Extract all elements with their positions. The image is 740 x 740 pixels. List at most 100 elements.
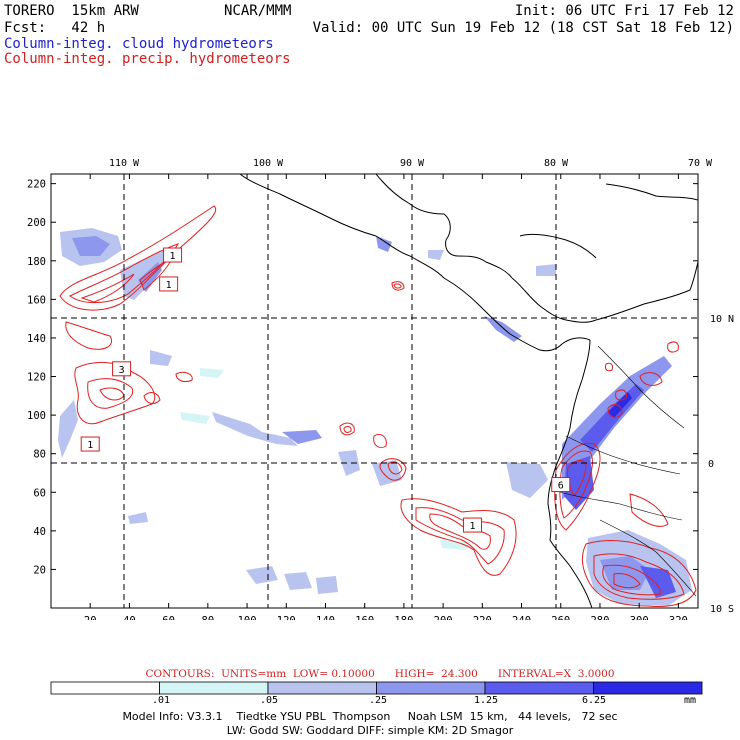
lon-labels: 110 W 100 W 90 W 80 W 70 W bbox=[109, 158, 713, 169]
contour-line bbox=[415, 507, 505, 565]
x-tick-label: 40 bbox=[123, 615, 136, 620]
x-tick-label: 320 bbox=[669, 615, 688, 620]
cloud-patch bbox=[246, 566, 278, 584]
cloud-patch bbox=[180, 412, 210, 424]
org-label: NCAR/MMM bbox=[224, 3, 292, 19]
cloud-patch bbox=[506, 462, 548, 498]
threshold-label: 6.25 bbox=[582, 695, 607, 706]
contour-line bbox=[99, 387, 125, 401]
border-line bbox=[559, 491, 683, 521]
init-time: Init: 06 UTC Fri 17 Feb 12 bbox=[514, 3, 734, 19]
y-tick-label: 160 bbox=[27, 294, 46, 306]
y-tick-label: 120 bbox=[27, 372, 46, 384]
contour-line bbox=[343, 426, 352, 433]
lon-label: 90 W bbox=[400, 158, 425, 169]
contour-line bbox=[629, 493, 669, 527]
lat-labels: 10 N 0 10 S bbox=[708, 314, 734, 615]
contour-label: 6 bbox=[558, 481, 564, 492]
contour-line bbox=[373, 433, 387, 449]
lat-label: 10 S bbox=[710, 604, 734, 615]
contour-line bbox=[615, 389, 627, 401]
color-bar bbox=[50, 681, 703, 695]
y-tick-label: 200 bbox=[27, 217, 46, 229]
coastline-central-america-caribbean bbox=[511, 277, 597, 323]
cloud-patch bbox=[58, 400, 78, 458]
contour-line bbox=[80, 273, 135, 303]
valid-time: Valid: 00 UTC Sun 19 Feb 12 (18 CST Sat … bbox=[312, 20, 734, 36]
contour-label: 1 bbox=[470, 521, 476, 532]
cloud-patch bbox=[440, 540, 470, 550]
lat-label: 10 N bbox=[710, 314, 734, 325]
model-title: TORERO 15km ARW bbox=[4, 3, 139, 19]
contour-line bbox=[667, 341, 679, 353]
contour-line bbox=[393, 283, 402, 289]
contour-line bbox=[59, 205, 217, 311]
contour-caption: CONTOURS: UNITS=mm LOW= 0.10000 HIGH= 24… bbox=[145, 668, 615, 680]
x-tick-label: 20 bbox=[84, 615, 97, 620]
lat-label: 0 bbox=[708, 459, 714, 470]
model-info-line1: Model Info: V3.3.1 Tiedtke YSU PBL Thomp… bbox=[122, 710, 618, 723]
coastline-mexico bbox=[239, 174, 445, 279]
coastline-south-america bbox=[595, 261, 698, 321]
coastline-colombia-pacific bbox=[547, 339, 593, 608]
border-line bbox=[597, 345, 685, 429]
coastline-central-america-pacific bbox=[443, 277, 591, 352]
contour-label-box bbox=[463, 517, 483, 533]
weather-map: 2040608010012014016018020022024026028030… bbox=[27, 158, 734, 620]
contour-label-box bbox=[159, 276, 179, 292]
contour-line bbox=[391, 281, 405, 291]
contour-line bbox=[559, 450, 593, 519]
border-line bbox=[599, 519, 697, 597]
x-tick-label: 300 bbox=[630, 615, 649, 620]
contour-line bbox=[175, 371, 193, 383]
x-tick-label: 160 bbox=[355, 615, 374, 620]
cloud-patch bbox=[428, 250, 444, 260]
coastline-cuba bbox=[519, 233, 597, 259]
cloud-patch bbox=[284, 572, 312, 590]
y-tick-label: 180 bbox=[27, 256, 46, 268]
x-tick-label: 180 bbox=[394, 615, 413, 620]
x-tick-label: 240 bbox=[512, 615, 531, 620]
contour-label-box bbox=[551, 477, 571, 493]
contour-line bbox=[602, 564, 661, 596]
x-tick-label: 140 bbox=[316, 615, 335, 620]
contour-label-box bbox=[80, 436, 100, 452]
contour-line bbox=[87, 378, 134, 409]
unit-label: mm bbox=[684, 695, 697, 706]
contour-line bbox=[65, 321, 112, 350]
color-bar-segment bbox=[593, 681, 703, 695]
borders bbox=[559, 345, 697, 597]
x-tick-label: 100 bbox=[238, 615, 257, 620]
map-frame bbox=[50, 173, 699, 609]
color-bar-segment bbox=[484, 681, 594, 695]
cloud-patch bbox=[128, 512, 148, 524]
lon-label: 70 W bbox=[688, 158, 713, 169]
contour-line bbox=[429, 513, 491, 550]
contour-label-box bbox=[163, 247, 183, 263]
lon-label: 80 W bbox=[544, 158, 569, 169]
y-tick-label: 20 bbox=[33, 564, 46, 576]
contour-line bbox=[387, 461, 403, 475]
coastlines bbox=[239, 174, 698, 608]
cloud-patch bbox=[72, 236, 110, 256]
cloud-patch bbox=[640, 566, 676, 598]
cloud-patch bbox=[150, 350, 172, 366]
y-tick-label: 60 bbox=[33, 487, 46, 499]
contour-line bbox=[339, 422, 355, 436]
coastline-caribbean-islands bbox=[605, 183, 698, 201]
x-tick-label: 260 bbox=[551, 615, 570, 620]
cloud-shading bbox=[58, 228, 692, 606]
threshold-label: .25 bbox=[369, 695, 388, 706]
contour-line bbox=[400, 498, 517, 576]
x-tick-label: 120 bbox=[277, 615, 296, 620]
contour-label-box bbox=[112, 361, 132, 377]
cloud-patch bbox=[338, 450, 360, 476]
contour-label: 1 bbox=[87, 440, 93, 451]
cloud-patch bbox=[564, 456, 594, 510]
contour-line bbox=[582, 540, 697, 607]
cloud-patch bbox=[536, 264, 556, 276]
forecast-hour: Fcst: 42 h bbox=[4, 20, 106, 36]
y-tick-label: 40 bbox=[33, 526, 46, 538]
x-tick-label: 60 bbox=[162, 615, 175, 620]
contour-line bbox=[143, 392, 161, 404]
